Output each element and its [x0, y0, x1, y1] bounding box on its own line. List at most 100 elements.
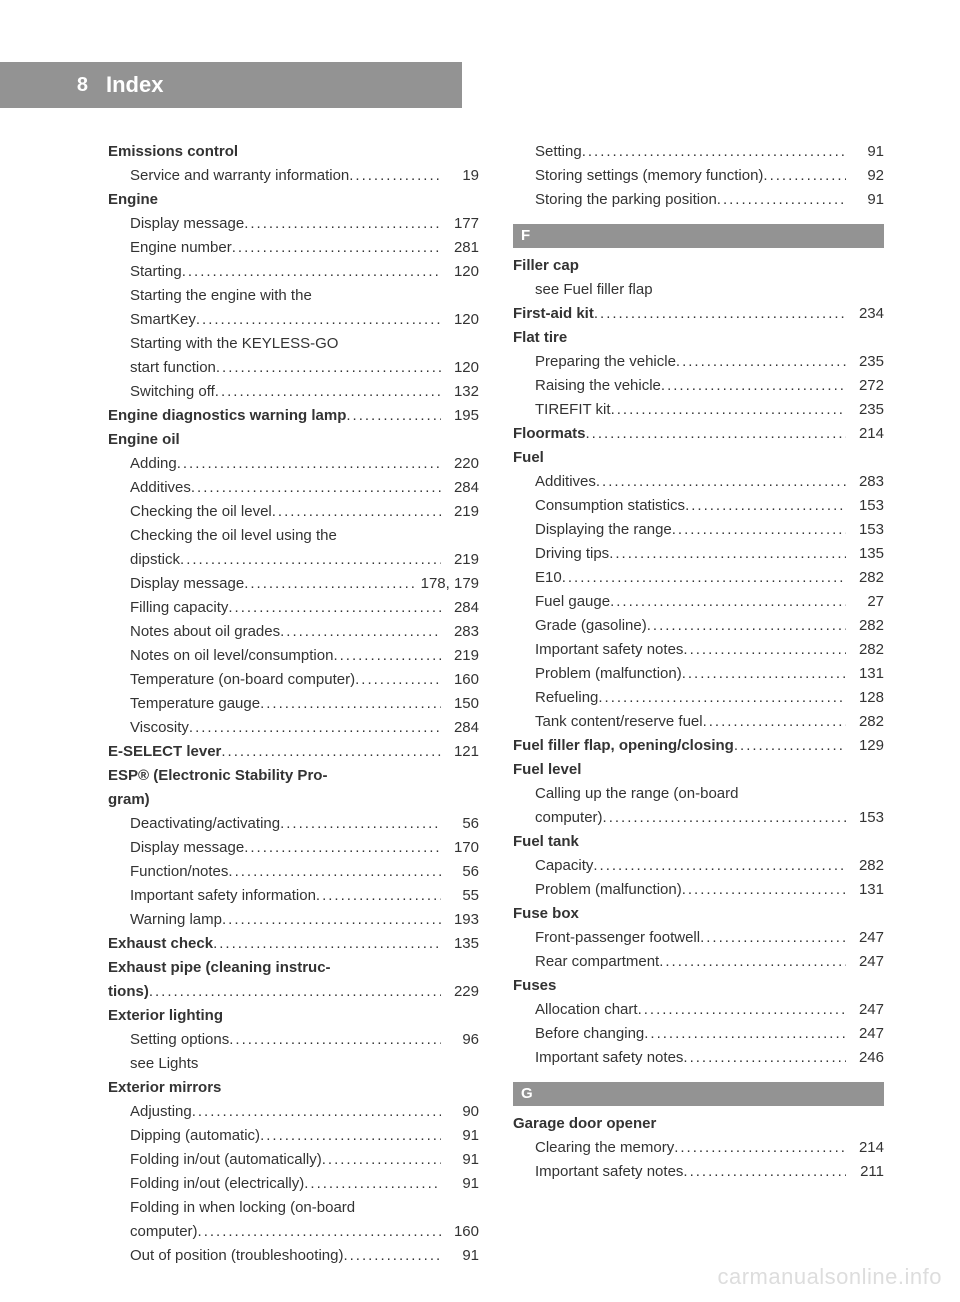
leader-dots: ........................................… — [280, 620, 441, 644]
index-heading: Floormats ..............................… — [513, 422, 884, 446]
index-heading: Garage door opener — [513, 1112, 884, 1136]
leader-dots: ........................................… — [228, 596, 441, 620]
page-ref: 282 — [846, 854, 884, 878]
leader-dots: ........................................… — [682, 662, 846, 686]
index-heading: Fuel — [513, 446, 884, 470]
index-subentry: SmartKey ...............................… — [108, 308, 479, 332]
entry-label: Consumption statistics — [535, 494, 685, 518]
entry-label: Allocation chart — [535, 998, 638, 1022]
index-heading: Exhaust pipe (cleaning instruc- — [108, 956, 479, 980]
index-subentry: Additives ..............................… — [513, 470, 884, 494]
leader-dots: ........................................… — [703, 710, 846, 734]
leader-dots: ........................................… — [322, 1148, 441, 1172]
leader-dots: ........................................… — [647, 614, 846, 638]
entry-label: Problem (malfunction) — [535, 662, 682, 686]
entry-label: TIREFIT kit — [535, 398, 611, 422]
entry-label: Adjusting — [130, 1100, 192, 1124]
index-subentry: Raising the vehicle ....................… — [513, 374, 884, 398]
page-title: Index — [98, 72, 163, 98]
page-ref: 120 — [441, 356, 479, 380]
leader-dots: ........................................… — [191, 476, 441, 500]
leader-dots: ........................................… — [346, 404, 441, 428]
leader-dots: ........................................… — [343, 1244, 441, 1268]
leader-dots: ........................................… — [676, 350, 846, 374]
index-subentry: Display message ........................… — [108, 572, 479, 596]
index-heading: Exterior lighting — [108, 1004, 479, 1028]
index-subentry: Display message ........................… — [108, 212, 479, 236]
index-subentry: Dipping (automatic) ....................… — [108, 1124, 479, 1148]
page-ref: 121 — [441, 740, 479, 764]
index-subentry: Folding in/out (automatically) .........… — [108, 1148, 479, 1172]
page-ref: 131 — [846, 878, 884, 902]
index-heading: ESP® (Electronic Stability Pro- — [108, 764, 479, 788]
entry-label: E-SELECT lever — [108, 740, 221, 764]
leader-dots: ........................................… — [222, 908, 441, 932]
section-heading: F — [513, 224, 884, 248]
index-subentry: Warning lamp ...........................… — [108, 908, 479, 932]
index-subentry: Tank content/reserve fuel ..............… — [513, 710, 884, 734]
leader-dots: ........................................… — [594, 302, 846, 326]
index-subentry: Deactivating/activating ................… — [108, 812, 479, 836]
leader-dots: ........................................… — [683, 1046, 846, 1070]
index-subentry: Notes about oil grades .................… — [108, 620, 479, 644]
index-subentry: Capacity ...............................… — [513, 854, 884, 878]
entry-label: Capacity — [535, 854, 593, 878]
entry-label: Rear compartment — [535, 950, 659, 974]
leader-dots: ........................................… — [244, 836, 441, 860]
entry-label: dipstick — [130, 548, 180, 572]
entry-label: Folding in/out (electrically) — [130, 1172, 304, 1196]
entry-label: Adding — [130, 452, 177, 476]
index-subentry: Setting options ........................… — [108, 1028, 479, 1052]
index-subentry: Before changing ........................… — [513, 1022, 884, 1046]
entry-label: Notes on oil level/consumption — [130, 644, 333, 668]
index-heading: Fuel tank — [513, 830, 884, 854]
index-subentry: Clearing the memory ....................… — [513, 1136, 884, 1160]
page-ref: 219 — [441, 500, 479, 524]
index-subentry: Temperature gauge ......................… — [108, 692, 479, 716]
leader-dots: ........................................… — [611, 398, 846, 422]
leader-dots: ........................................… — [272, 500, 441, 524]
leader-dots: ........................................… — [763, 164, 846, 188]
entry-label: Tank content/reserve fuel — [535, 710, 703, 734]
page-ref: 235 — [846, 398, 884, 422]
index-heading: Flat tire — [513, 326, 884, 350]
page-ref: 272 — [846, 374, 884, 398]
page-ref: 282 — [846, 638, 884, 662]
leader-dots: ........................................… — [586, 422, 846, 446]
leader-dots: ........................................… — [333, 644, 441, 668]
page-ref: 160 — [441, 1220, 479, 1244]
page-ref: 283 — [441, 620, 479, 644]
leader-dots: ........................................… — [304, 1172, 441, 1196]
leader-dots: ........................................… — [700, 926, 846, 950]
page-ref: 247 — [846, 998, 884, 1022]
leader-dots: ........................................… — [316, 884, 441, 908]
leader-dots: ........................................… — [192, 1100, 441, 1124]
entry-label: Fuel filler flap, opening/closing — [513, 734, 734, 758]
leader-dots: ........................................… — [215, 380, 441, 404]
leader-dots: ........................................… — [582, 140, 846, 164]
entry-label: Warning lamp — [130, 908, 222, 932]
page-ref: 282 — [846, 710, 884, 734]
page-ref: 91 — [441, 1124, 479, 1148]
entry-label: Temperature (on-board computer) — [130, 668, 355, 692]
entry-label: Driving tips — [535, 542, 609, 566]
index-subentry: Fuel gauge .............................… — [513, 590, 884, 614]
index-subentry: Displaying the range ...................… — [513, 518, 884, 542]
entry-label: Starting — [130, 260, 182, 284]
index-heading: Filler cap — [513, 254, 884, 278]
entry-label: computer) — [535, 806, 603, 830]
leader-dots: ........................................… — [674, 1136, 846, 1160]
entry-label: Function/notes — [130, 860, 228, 884]
leader-dots: ........................................… — [603, 806, 846, 830]
page-ref: 91 — [846, 188, 884, 212]
page-ref: 177 — [441, 212, 479, 236]
entry-label: Setting options — [130, 1028, 229, 1052]
page-ref: 153 — [846, 494, 884, 518]
index-subentry: Important safety notes .................… — [513, 638, 884, 662]
leader-dots: ........................................… — [683, 1160, 846, 1184]
index-heading: Fuse box — [513, 902, 884, 926]
entry-label: Fuel gauge — [535, 590, 610, 614]
index-subentry: Allocation chart .......................… — [513, 998, 884, 1022]
index-subentry: Service and warranty information .......… — [108, 164, 479, 188]
page-ref: 283 — [846, 470, 884, 494]
